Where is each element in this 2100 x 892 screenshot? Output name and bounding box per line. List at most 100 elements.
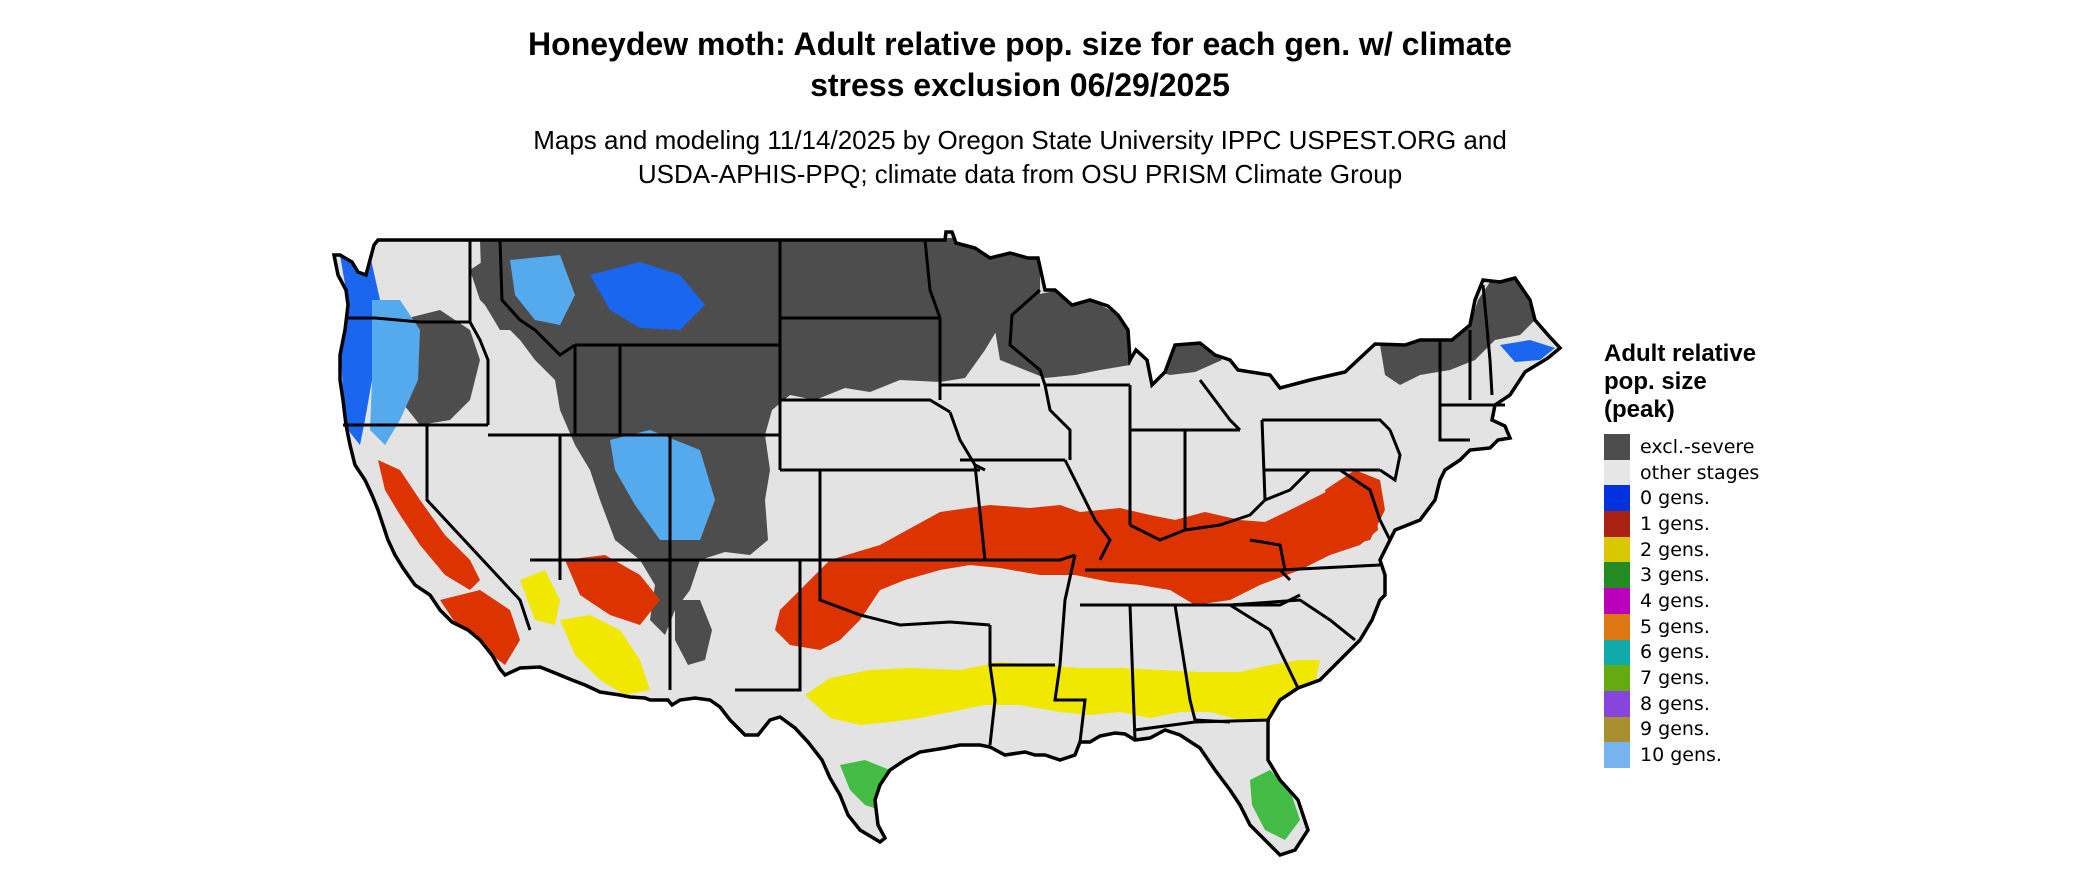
map-fills: [334, 232, 1560, 855]
title-line-2: stress exclusion 06/29/2025: [810, 67, 1230, 103]
subtitle-line-2: USDA-APHIS-PPQ; climate data from OSU PR…: [637, 159, 1403, 189]
border-nd-mn: [923, 239, 942, 319]
legend-item: 1 gens.: [1604, 511, 1804, 537]
legend-item: other stages: [1604, 459, 1804, 486]
legend-swatch: [1604, 588, 1630, 614]
legend-label: 9 gens.: [1640, 718, 1710, 741]
border-in-ky: [1129, 523, 1186, 542]
legend-label: 0 gens.: [1640, 487, 1710, 510]
legend-swatch: [1604, 459, 1630, 486]
legend-title-line-1: Adult relative: [1604, 340, 1757, 367]
zero-gen-rockies-patch: [590, 262, 705, 330]
legend-label: 6 gens.: [1640, 641, 1710, 664]
legend-swatch: [1604, 665, 1630, 691]
legend-label: 5 gens.: [1640, 615, 1710, 638]
us-map: [331, 230, 1563, 858]
legend-item: excl.-severe: [1604, 434, 1804, 460]
legend-title: Adult relative pop. size (peak): [1604, 340, 1804, 424]
two-gen-arizona-south: [560, 615, 650, 695]
border-wa-or: [345, 316, 470, 324]
legend-label: 3 gens.: [1640, 564, 1710, 587]
legend-swatch: [1604, 434, 1630, 460]
legend-item: 6 gens.: [1604, 639, 1804, 666]
legend-label: 10 gens.: [1640, 744, 1722, 767]
legend-label: other stages: [1640, 461, 1760, 484]
border-ny-ct: [1438, 405, 1470, 442]
legend-item: 3 gens.: [1604, 562, 1804, 589]
legend-swatch: [1604, 690, 1630, 717]
legend-label: 2 gens.: [1640, 538, 1710, 561]
zero-gen-pacific-coast: [340, 255, 380, 445]
legend-swatch: [1604, 511, 1630, 537]
border-sc-nc: [1229, 598, 1356, 642]
legend-item: 2 gens.: [1604, 536, 1804, 563]
legend-swatch: [1604, 613, 1630, 640]
border-ks-mo: [973, 464, 987, 561]
title-line-1: Honeydew moth: Adult relative pop. size …: [528, 26, 1512, 62]
border-ca-nv: [425, 425, 532, 631]
legend-item: 10 gens.: [1604, 742, 1804, 768]
border-md-va: [1339, 468, 1392, 541]
legend-title-line-2: pop. size: [1604, 368, 1707, 395]
legend-label: excl.-severe: [1640, 435, 1755, 458]
border-ok-tx: [800, 558, 991, 627]
one-gen-socal-desert: [440, 590, 520, 665]
zero-gen-cascade-west: [370, 300, 420, 445]
excluded-zone-nm-patches: [675, 600, 712, 665]
border-al-fl: [1134, 720, 1196, 732]
map-title: Honeydew moth: Adult relative pop. size …: [350, 24, 1690, 106]
legend-swatch: [1604, 716, 1630, 743]
border-pa-ny: [1262, 418, 1392, 432]
border-nm-tx: [735, 560, 802, 692]
legend-label: 8 gens.: [1640, 692, 1710, 715]
border-oh-ky-wv: [1184, 498, 1267, 532]
border-mo-il: [1063, 459, 1112, 561]
border-la-tx: [988, 664, 997, 746]
legend-swatch: [1604, 485, 1630, 512]
border-ms-al: [1128, 604, 1137, 741]
border-or-id: [468, 321, 490, 425]
legend-swatch: [1604, 742, 1630, 768]
state-borders: [331, 230, 1563, 858]
border-ia-il-wi: [1043, 384, 1072, 460]
legend-label: 1 gens.: [1640, 512, 1710, 535]
border-oh-pa: [1260, 419, 1267, 501]
legend-items: excl.-severe other stages 0 gens. 1 gens. 2 …: [1604, 434, 1804, 768]
border-ga-sc: [1229, 603, 1300, 689]
border-va-ky: [1249, 538, 1287, 571]
border-id-mt: [498, 239, 576, 357]
legend-swatch: [1604, 536, 1630, 563]
zero-gen-maine-coast: [1500, 340, 1555, 362]
border-sd-ne: [780, 398, 951, 414]
legend-swatch: [1604, 639, 1630, 666]
country-border: [331, 230, 1563, 858]
excluded-zone-new-england: [1380, 280, 1535, 385]
border-tn-south: [1080, 593, 1301, 607]
zero-gen-utah-colorado: [610, 430, 715, 540]
border-nc-va: [1279, 563, 1381, 572]
legend-item: 4 gens.: [1604, 588, 1804, 614]
border-mo-ar: [985, 553, 1076, 562]
legend-swatch: [1604, 562, 1630, 589]
legend-item: 9 gens.: [1604, 716, 1804, 743]
one-gen-california-valley: [378, 460, 480, 590]
two-gen-socal: [520, 570, 560, 625]
border-mi-lower: [1198, 379, 1242, 432]
border-ga-fl: [1194, 718, 1271, 724]
map-subtitle: Maps and modeling 11/14/2025 by Oregon S…: [350, 123, 1690, 191]
legend-item: 8 gens.: [1604, 690, 1804, 717]
legend-label: 7 gens.: [1640, 667, 1710, 690]
excluded-zone-great-lakes: [995, 290, 1140, 378]
border-ne-ia-mo: [948, 411, 986, 472]
one-gen-arizona-patch: [565, 555, 660, 625]
zero-gen-idaho-mtns: [510, 255, 575, 325]
legend-item: 0 gens.: [1604, 485, 1804, 512]
legend-label: 4 gens.: [1640, 589, 1710, 612]
legend-item: 7 gens.: [1604, 665, 1804, 691]
subtitle-line-1: Maps and modeling 11/14/2025 by Oregon S…: [533, 125, 1507, 155]
border-mn-wi: [1008, 288, 1047, 386]
legend-title-line-3: (peak): [1604, 396, 1675, 423]
map-legend: Adult relative pop. size (peak) excl.-se…: [1604, 340, 1804, 768]
border-ar-ms-la: [1053, 554, 1087, 743]
border-nh-me: [1481, 284, 1494, 396]
